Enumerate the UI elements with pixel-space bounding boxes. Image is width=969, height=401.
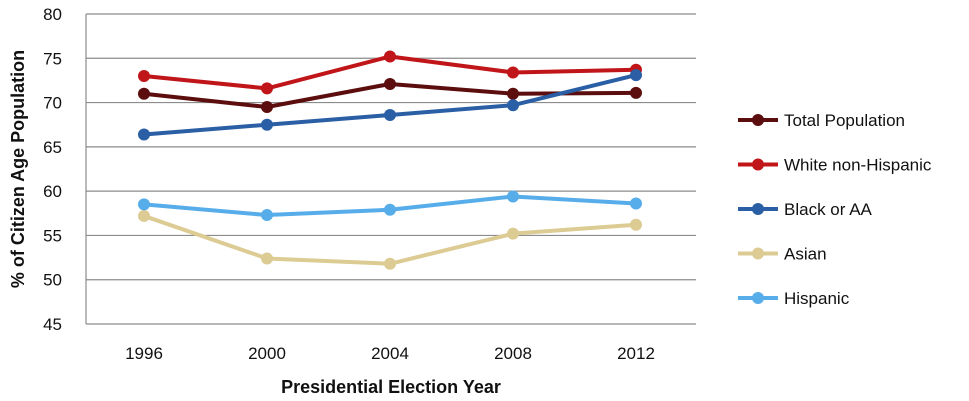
- legend-marker: [752, 292, 764, 304]
- data-point: [630, 86, 642, 99]
- data-point: [384, 50, 396, 63]
- data-point: [138, 70, 150, 82]
- y-tick-label: 50: [43, 271, 62, 290]
- data-point: [384, 203, 396, 216]
- data-point: [507, 190, 519, 203]
- y-tick-label: 65: [43, 138, 62, 157]
- data-point: [138, 198, 150, 211]
- series-4: [138, 190, 642, 222]
- y-tick-label: 80: [43, 5, 62, 24]
- legend-item: Asian: [738, 245, 827, 264]
- legend-item: White non-Hispanic: [738, 156, 932, 175]
- series-line: [142, 213, 638, 266]
- series-2: [138, 69, 642, 141]
- legend-label: Total Population: [784, 111, 905, 130]
- data-point: [630, 197, 642, 210]
- gridlines: [85, 13, 696, 325]
- data-point: [384, 257, 396, 270]
- legend-item: Hispanic: [738, 289, 850, 308]
- legend: Total Population White non-Hispanic Black …: [738, 111, 932, 308]
- x-axis-title: Presidential Election Year: [281, 377, 501, 397]
- data-point: [261, 209, 273, 222]
- legend-label: Asian: [784, 245, 827, 264]
- legend-marker: [752, 158, 764, 171]
- data-point: [630, 218, 642, 231]
- y-tick-label: 70: [43, 94, 62, 113]
- y-tick-label: 75: [43, 49, 62, 68]
- data-point: [261, 101, 273, 113]
- legend-label: Black or AA: [784, 200, 873, 219]
- y-tick-label: 55: [43, 226, 62, 245]
- series-3: [138, 209, 642, 270]
- y-tick-label: 45: [43, 315, 62, 334]
- x-tick-label: 2012: [617, 344, 655, 363]
- legend-item: Black or AA: [738, 200, 873, 219]
- data-point: [507, 227, 519, 240]
- data-point: [507, 87, 519, 100]
- x-axis-ticks: 1996 2000 2004 2008 2012: [125, 344, 655, 363]
- x-tick-label: 1996: [125, 344, 163, 363]
- x-tick-label: 2008: [494, 344, 532, 363]
- y-axis-ticks: 45 50 55 60 65 70 75 80: [43, 5, 62, 334]
- legend-marker: [752, 247, 764, 260]
- data-point: [630, 69, 642, 82]
- data-point: [507, 66, 519, 79]
- legend-item: Total Population: [738, 111, 905, 130]
- data-point: [138, 209, 150, 222]
- data-point: [261, 118, 273, 131]
- data-point: [384, 108, 396, 121]
- y-axis-title: % of Citizen Age Population: [8, 50, 28, 288]
- data-point: [384, 77, 396, 90]
- data-point: [261, 252, 273, 265]
- series-lines: [138, 50, 642, 270]
- data-point: [261, 82, 273, 95]
- data-point: [507, 99, 519, 112]
- x-tick-label: 2004: [371, 344, 409, 363]
- data-point: [138, 87, 150, 100]
- legend-label: White non-Hispanic: [784, 156, 932, 175]
- legend-label: Hispanic: [784, 289, 850, 308]
- legend-marker: [752, 114, 764, 126]
- x-tick-label: 2000: [248, 344, 286, 363]
- y-tick-label: 60: [43, 182, 62, 201]
- data-point: [138, 128, 150, 141]
- legend-marker: [752, 203, 764, 215]
